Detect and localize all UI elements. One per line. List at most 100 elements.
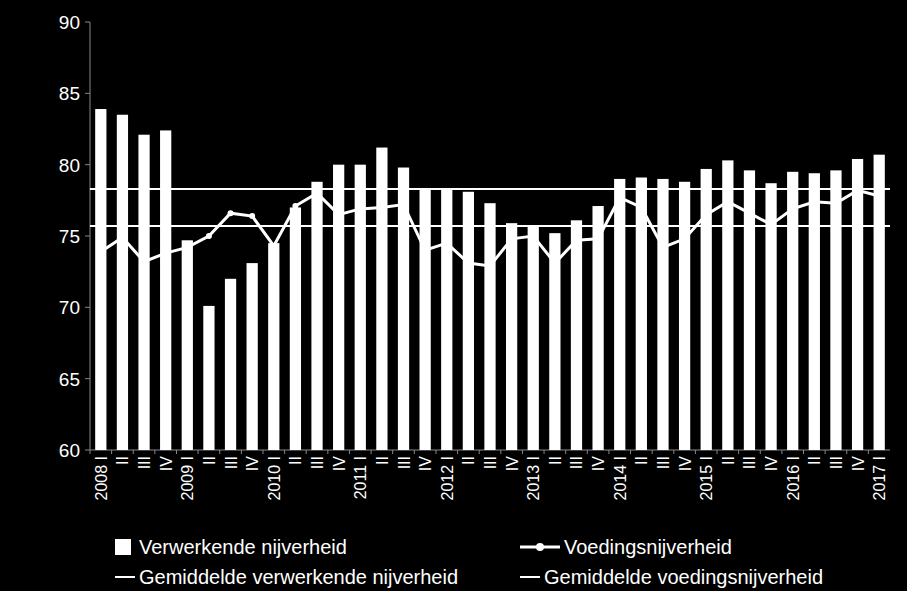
marker bbox=[746, 210, 752, 216]
bar bbox=[160, 130, 171, 450]
bar bbox=[484, 203, 495, 450]
bar bbox=[809, 173, 820, 450]
background bbox=[0, 0, 907, 591]
x-tick-label: 2012 I bbox=[439, 456, 456, 500]
bar bbox=[311, 182, 322, 450]
marker bbox=[141, 259, 147, 265]
x-tick bbox=[154, 450, 155, 454]
y-tick-label: 80 bbox=[59, 155, 80, 176]
x-tick-label: IV bbox=[244, 456, 261, 471]
marker bbox=[790, 206, 796, 212]
x-tick bbox=[306, 450, 307, 454]
marker bbox=[876, 193, 882, 199]
x-tick-label: III bbox=[396, 456, 413, 469]
x-tick-label: IV bbox=[331, 456, 348, 471]
x-tick-label: 2009 I bbox=[179, 456, 196, 500]
bar bbox=[592, 206, 603, 450]
x-tick bbox=[803, 450, 804, 454]
bar bbox=[268, 243, 279, 450]
x-tick-label: 2017 I bbox=[871, 456, 888, 500]
y-tick-label: 75 bbox=[59, 226, 80, 247]
x-tick bbox=[414, 450, 415, 454]
x-tick-label: II bbox=[201, 456, 218, 465]
average-line bbox=[90, 188, 890, 190]
x-tick-label: III bbox=[136, 456, 153, 469]
x-tick bbox=[241, 450, 242, 454]
bar bbox=[182, 240, 193, 450]
x-tick bbox=[435, 450, 436, 454]
x-tick-label: II bbox=[460, 456, 477, 465]
x-tick bbox=[608, 450, 609, 454]
bar bbox=[852, 159, 863, 450]
y-tick-label: 70 bbox=[59, 297, 80, 318]
marker bbox=[552, 260, 558, 266]
bar bbox=[679, 182, 690, 450]
x-tick bbox=[500, 450, 501, 454]
marker bbox=[444, 240, 450, 246]
x-tick bbox=[717, 450, 718, 454]
plot-area bbox=[90, 109, 890, 450]
x-tick bbox=[738, 450, 739, 454]
x-tick-label: 2014 I bbox=[612, 456, 629, 500]
x-tick-label: II bbox=[720, 456, 737, 465]
y-tick-label: 85 bbox=[59, 83, 80, 104]
bar bbox=[571, 220, 582, 450]
bar bbox=[874, 155, 885, 450]
marker bbox=[509, 236, 515, 242]
bar bbox=[203, 306, 214, 450]
x-tick bbox=[262, 450, 263, 454]
x-tick bbox=[846, 450, 847, 454]
x-tick bbox=[781, 450, 782, 454]
marker bbox=[811, 199, 817, 205]
y-tick bbox=[85, 93, 90, 94]
marker bbox=[379, 204, 385, 210]
x-tick bbox=[133, 450, 134, 454]
marker bbox=[530, 233, 536, 239]
bar bbox=[117, 115, 128, 450]
marker bbox=[725, 199, 731, 205]
y-tick bbox=[85, 307, 90, 308]
bar bbox=[549, 233, 560, 450]
y-tick bbox=[85, 22, 90, 23]
x-tick bbox=[176, 450, 177, 454]
x-tick-label: IV bbox=[677, 456, 694, 471]
x-tick bbox=[587, 450, 588, 454]
legend-label: Verwerkende nijverheid bbox=[139, 536, 347, 558]
marker bbox=[682, 236, 688, 242]
x-tick-label: IV bbox=[417, 456, 434, 471]
marker bbox=[271, 243, 277, 249]
marker bbox=[336, 212, 342, 218]
marker bbox=[638, 204, 644, 210]
x-tick bbox=[392, 450, 393, 454]
bar bbox=[441, 189, 452, 450]
chart: 606570758085902008 IIIIIIIV2009 IIIIIIIV… bbox=[0, 0, 907, 591]
marker bbox=[573, 237, 579, 243]
marker bbox=[98, 249, 104, 255]
bar bbox=[333, 165, 344, 450]
average-line bbox=[90, 225, 890, 227]
bar bbox=[528, 226, 539, 450]
y-tick-label: 65 bbox=[59, 369, 80, 390]
x-tick bbox=[760, 450, 761, 454]
x-tick-label: II bbox=[633, 456, 650, 465]
x-tick bbox=[695, 450, 696, 454]
marker bbox=[119, 234, 125, 240]
x-tick-label: 2011 I bbox=[352, 456, 369, 499]
x-tick-label: III bbox=[223, 456, 240, 469]
marker bbox=[617, 194, 623, 200]
line bbox=[101, 190, 879, 266]
x-tick-label: 2013 I bbox=[525, 456, 542, 500]
legend-label: Voedingsnijverheid bbox=[564, 536, 732, 558]
x-tick bbox=[327, 450, 328, 454]
marker bbox=[422, 247, 428, 253]
x-tick-label: II bbox=[114, 456, 131, 465]
bar bbox=[420, 189, 431, 450]
x-tick-label: IV bbox=[158, 456, 175, 471]
bar bbox=[376, 148, 387, 450]
legend-swatch bbox=[115, 539, 131, 555]
marker bbox=[206, 233, 212, 239]
y-tick bbox=[85, 236, 90, 237]
marker bbox=[660, 244, 666, 250]
legend-swatch bbox=[520, 576, 540, 578]
marker bbox=[184, 244, 190, 250]
